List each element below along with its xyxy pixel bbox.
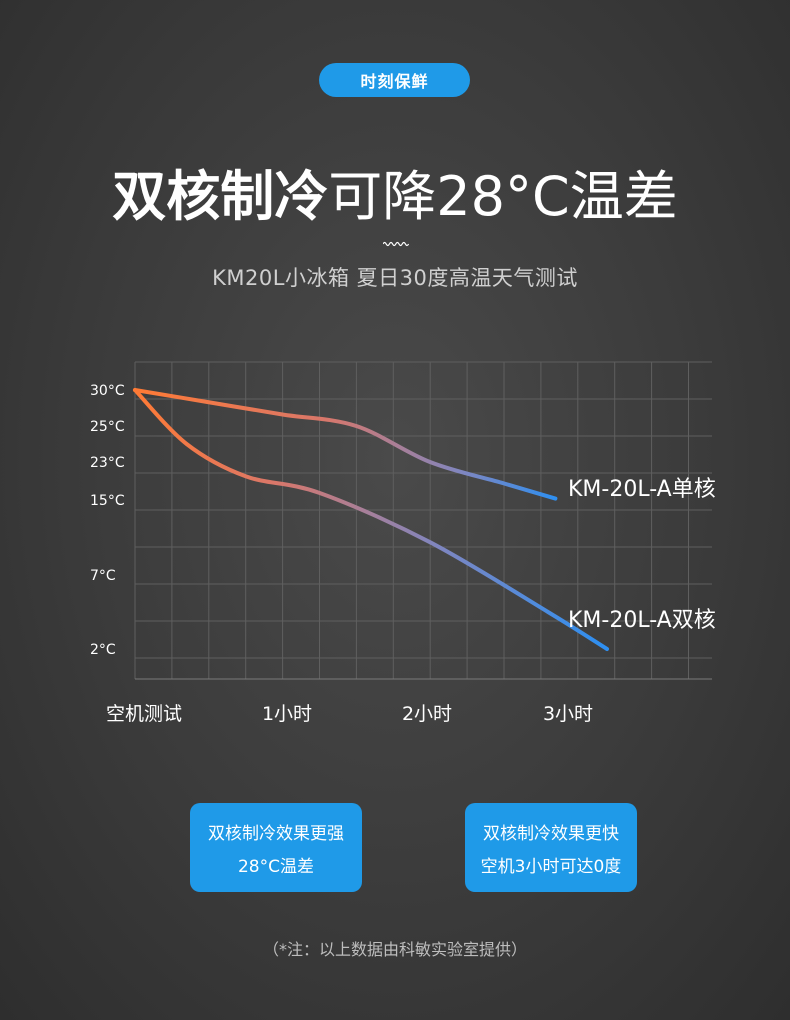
info-card-line: 双核制冷效果更强 [208, 823, 344, 844]
subtitle: KM20L小冰箱 夏日30度高温天气测试 [212, 266, 578, 290]
info-card-line: 空机3小时可达0度 [480, 856, 622, 877]
series-label: KM-20L-A双核 [568, 608, 716, 633]
info-card-stronger: 双核制冷效果更强 28°C温差 [190, 803, 362, 892]
y-tick-label: 30°C [90, 383, 125, 399]
footnote: （*注：以上数据由科敏实验室提供） [262, 940, 527, 959]
x-tick-label: 3小时 [543, 703, 593, 725]
info-card-line: 28°C温差 [237, 856, 314, 877]
page-title-bold: 双核制冷 [112, 165, 329, 228]
chart-series [133, 388, 609, 651]
x-axis-ticks: 空机测试 1小时 2小时 3小时 [106, 703, 593, 725]
y-tick-label: 15°C [90, 493, 125, 509]
y-tick-label: 25°C [90, 419, 125, 435]
x-tick-label: 1小时 [262, 703, 312, 725]
y-tick-label: 23°C [90, 455, 125, 471]
y-tick-label: 7°C [90, 568, 116, 584]
info-card-line: 双核制冷效果更快 [483, 823, 619, 844]
page-title-light: 可降28°C温差 [328, 165, 678, 228]
y-axis-ticks: 30°C 25°C 23°C 15°C 7°C 2°C [90, 383, 125, 658]
info-card-faster: 双核制冷效果更快 空机3小时可达0度 [465, 803, 637, 892]
series-labels: KM-20L-A单核 KM-20L-A双核 [568, 477, 716, 633]
header-badge: 时刻保鲜 [319, 63, 470, 97]
wave-divider [383, 241, 409, 247]
page-title: 双核制冷可降28°C温差 [0, 162, 790, 232]
x-tick-label: 2小时 [402, 703, 452, 725]
series-line-dual-core [133, 388, 609, 651]
temperature-chart: 30°C 25°C 23°C 15°C 7°C 2°C 空机测试 1小时 2小时 3小时 KM-… [90, 361, 716, 725]
series-line-single-core [133, 388, 558, 501]
chart-grid [134, 361, 712, 680]
series-label: KM-20L-A单核 [568, 477, 716, 502]
y-tick-label: 2°C [90, 642, 116, 658]
x-tick-label: 空机测试 [106, 703, 182, 725]
